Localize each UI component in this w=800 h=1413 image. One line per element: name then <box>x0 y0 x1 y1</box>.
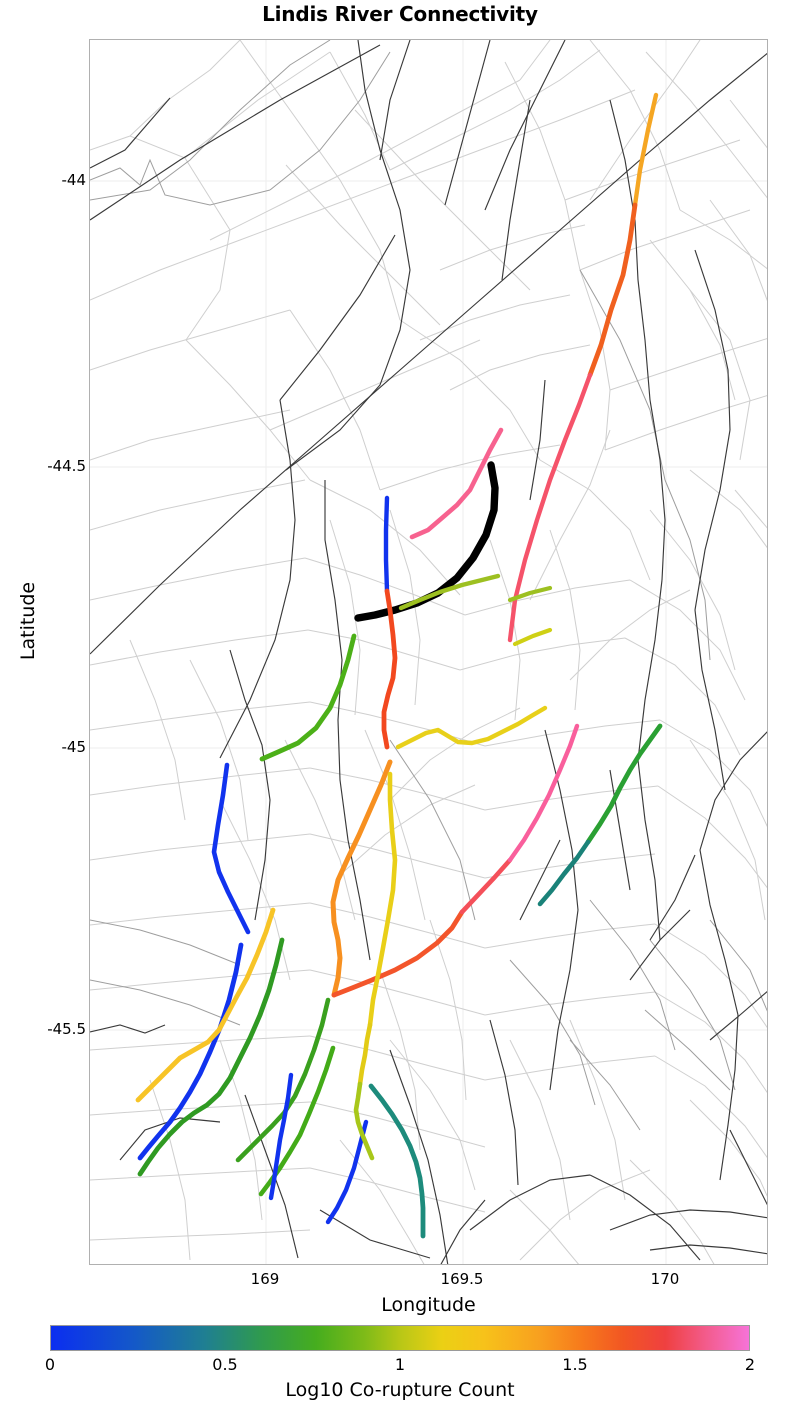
river-segment[interactable] <box>258 1045 336 1197</box>
ytick-label: -45 <box>61 738 87 756</box>
river-segment[interactable] <box>395 705 548 750</box>
y-axis-label: Latitude <box>17 581 39 661</box>
ytick-label: -44 <box>61 171 87 189</box>
gridlines <box>90 40 767 1264</box>
river-segment[interactable] <box>585 723 663 845</box>
river-segment[interactable] <box>137 937 285 1177</box>
river-segment[interactable] <box>512 627 553 647</box>
river-segment[interactable] <box>381 588 398 750</box>
river-segment[interactable] <box>330 759 393 998</box>
xtick-label: 169 <box>250 1270 280 1288</box>
x-axis-label: Longitude <box>381 1294 476 1316</box>
river-segment[interactable] <box>537 839 591 907</box>
colorbar-tick: 1.5 <box>562 1355 588 1374</box>
river-segment[interactable] <box>259 633 357 762</box>
colorbar-group: 0 0.5 1 1.5 2 Log10 Co-rupture Count <box>0 1325 800 1413</box>
xtick-label: 169.5 <box>440 1270 484 1288</box>
colorbar-tick: 1 <box>394 1355 406 1374</box>
page-title: Lindis River Connectivity <box>262 2 538 26</box>
xtick-label: 170 <box>650 1270 680 1288</box>
river-segment[interactable] <box>507 723 580 863</box>
river-segment[interactable] <box>409 427 504 540</box>
river-segment[interactable] <box>268 1072 294 1201</box>
river-segment[interactable] <box>507 372 593 643</box>
river-segment[interactable] <box>507 585 553 603</box>
river-segment[interactable] <box>383 495 390 594</box>
basemap-mid-roads <box>90 40 767 1131</box>
colorbar-tick: 2 <box>744 1355 756 1374</box>
river-segment[interactable] <box>367 771 398 1028</box>
basemap-dark-roads <box>90 40 767 1264</box>
river-segment[interactable] <box>325 1119 369 1225</box>
colorbar-gradient[interactable] <box>50 1325 750 1351</box>
river-segment[interactable] <box>632 92 659 208</box>
river-segment[interactable] <box>587 202 638 378</box>
map-canvas <box>90 40 767 1264</box>
ytick-label: -44.5 <box>47 457 86 475</box>
river-segment[interactable] <box>137 942 244 1161</box>
river-segment[interactable] <box>368 1083 426 1239</box>
river-segment[interactable] <box>398 573 501 611</box>
colorbar-tick: 0.5 <box>212 1355 238 1374</box>
map-plot-area[interactable] <box>89 39 768 1265</box>
colorbar-label: Log10 Co-rupture Count <box>285 1379 515 1401</box>
river-segments[interactable] <box>135 92 663 1239</box>
river-segment[interactable] <box>357 1022 373 1087</box>
river-segment[interactable] <box>459 857 513 915</box>
ytick-label: -45.5 <box>47 1020 86 1038</box>
colorbar-tick: 0 <box>44 1355 56 1374</box>
river-segment[interactable] <box>235 997 331 1163</box>
river-segment[interactable] <box>331 909 465 998</box>
river-segment[interactable] <box>135 907 276 1103</box>
river-segment[interactable] <box>211 762 251 935</box>
river-segment[interactable] <box>353 1081 375 1161</box>
